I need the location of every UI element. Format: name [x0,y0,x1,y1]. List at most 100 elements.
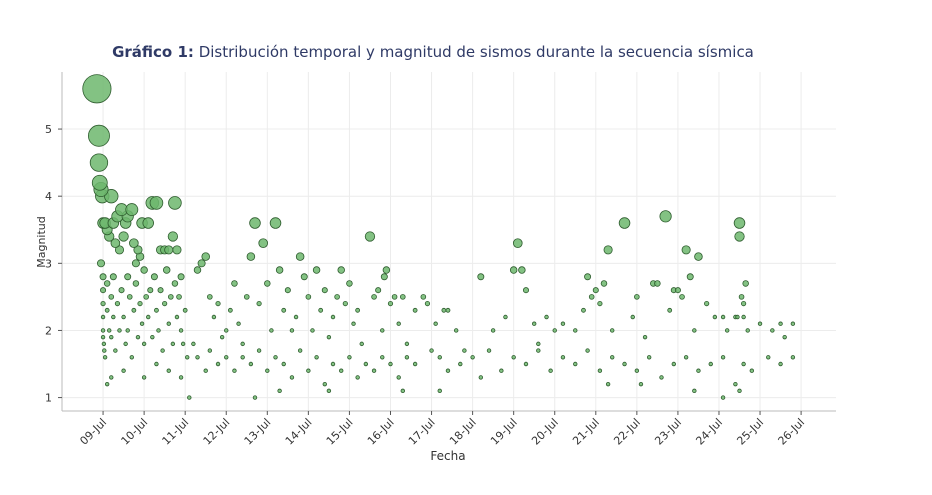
quake-point [573,328,578,333]
quake-point [330,314,336,320]
x-tick-label: 23-Jul [652,416,684,448]
quake-point [681,245,691,255]
quake-point [102,348,107,353]
quake-point [610,355,615,360]
quake-point [382,266,391,274]
quake-point [289,328,295,333]
quake-point [458,361,463,367]
y-tick-label: 3 [45,257,52,270]
x-tick-label: 10-Jul [119,416,151,448]
quake-point [232,368,237,373]
quake-point [125,328,130,333]
quake-point [157,287,164,294]
quake-point [412,361,418,367]
quake-point [187,395,192,400]
quake-point [326,334,332,340]
quake-point [445,368,451,373]
x-tick-label: 24-Jul [693,416,725,448]
quake-point [269,328,274,333]
quake-point [264,280,271,287]
quake-point [125,203,139,217]
quake-point [388,361,393,367]
quake-point [790,321,796,326]
quake-point [490,328,496,333]
quake-point [117,328,122,333]
quake-point [310,328,315,333]
quake-point [102,355,108,360]
quake-point [166,321,171,326]
quake-point [224,355,229,360]
quake-point [141,341,147,347]
quake-point [135,334,141,340]
quake-point [603,245,613,255]
quake-point [171,280,179,287]
quake-point [470,355,475,360]
quake-point [139,321,145,326]
quake-point [132,280,140,287]
quake-point [177,273,185,281]
quake-point [124,273,132,281]
quake-point [511,355,516,360]
quake-point [441,307,447,313]
quake-point [683,355,689,360]
quake-point [110,238,121,248]
quake-point [176,294,182,300]
quake-point [133,245,143,255]
quake-point [634,294,640,300]
quake-point [114,245,125,255]
quake-point [284,287,291,294]
quake-point [168,196,182,210]
quake-point [532,321,537,326]
quake-point [240,355,245,360]
quake-point [91,174,108,191]
quake-point [249,217,261,229]
quake-point [150,273,158,281]
x-tick-label: 15-Jul [324,416,356,448]
quake-point [720,314,726,320]
x-tick-label: 26-Jul [775,416,807,448]
quake-point [289,375,295,380]
x-axis-label: Fecha [430,449,465,463]
quake-point [240,341,245,347]
quake-point [162,300,168,307]
quake-point [346,280,353,287]
quake-point [766,355,771,360]
quake-point [679,294,685,300]
quake-point [111,314,116,320]
x-tick-label: 17-Jul [406,416,438,448]
quake-point [281,307,287,313]
quake-point [738,294,745,300]
y-tick-label: 2 [45,324,52,337]
quake-point [149,196,164,210]
quake-point [347,355,352,360]
quake-point [363,361,369,367]
quake-point [351,321,356,326]
quake-point [101,341,107,347]
quake-point [355,375,360,380]
quake-point [737,388,742,394]
quake-point [610,328,615,333]
x-tick-label: 21-Jul [570,416,602,448]
quake-point [400,388,406,394]
quake-point [100,300,106,307]
quake-point [404,341,410,347]
quake-point [114,300,121,307]
quake-point [597,300,603,307]
quake-point [300,273,308,281]
quake-point [215,361,221,367]
quake-point [735,314,740,320]
quake-point [371,294,377,300]
quake-point [109,334,114,340]
quake-point [396,321,401,326]
quake-point [499,368,504,373]
quake-point [164,245,174,255]
quake-point [757,321,763,326]
chart-title-prefix: Gráfico 1: [112,43,194,61]
quake-point [342,300,348,307]
quake-point [178,375,184,380]
quake-point [256,348,262,353]
quake-point [87,124,110,147]
quake-point [420,294,427,300]
grid [62,72,836,411]
